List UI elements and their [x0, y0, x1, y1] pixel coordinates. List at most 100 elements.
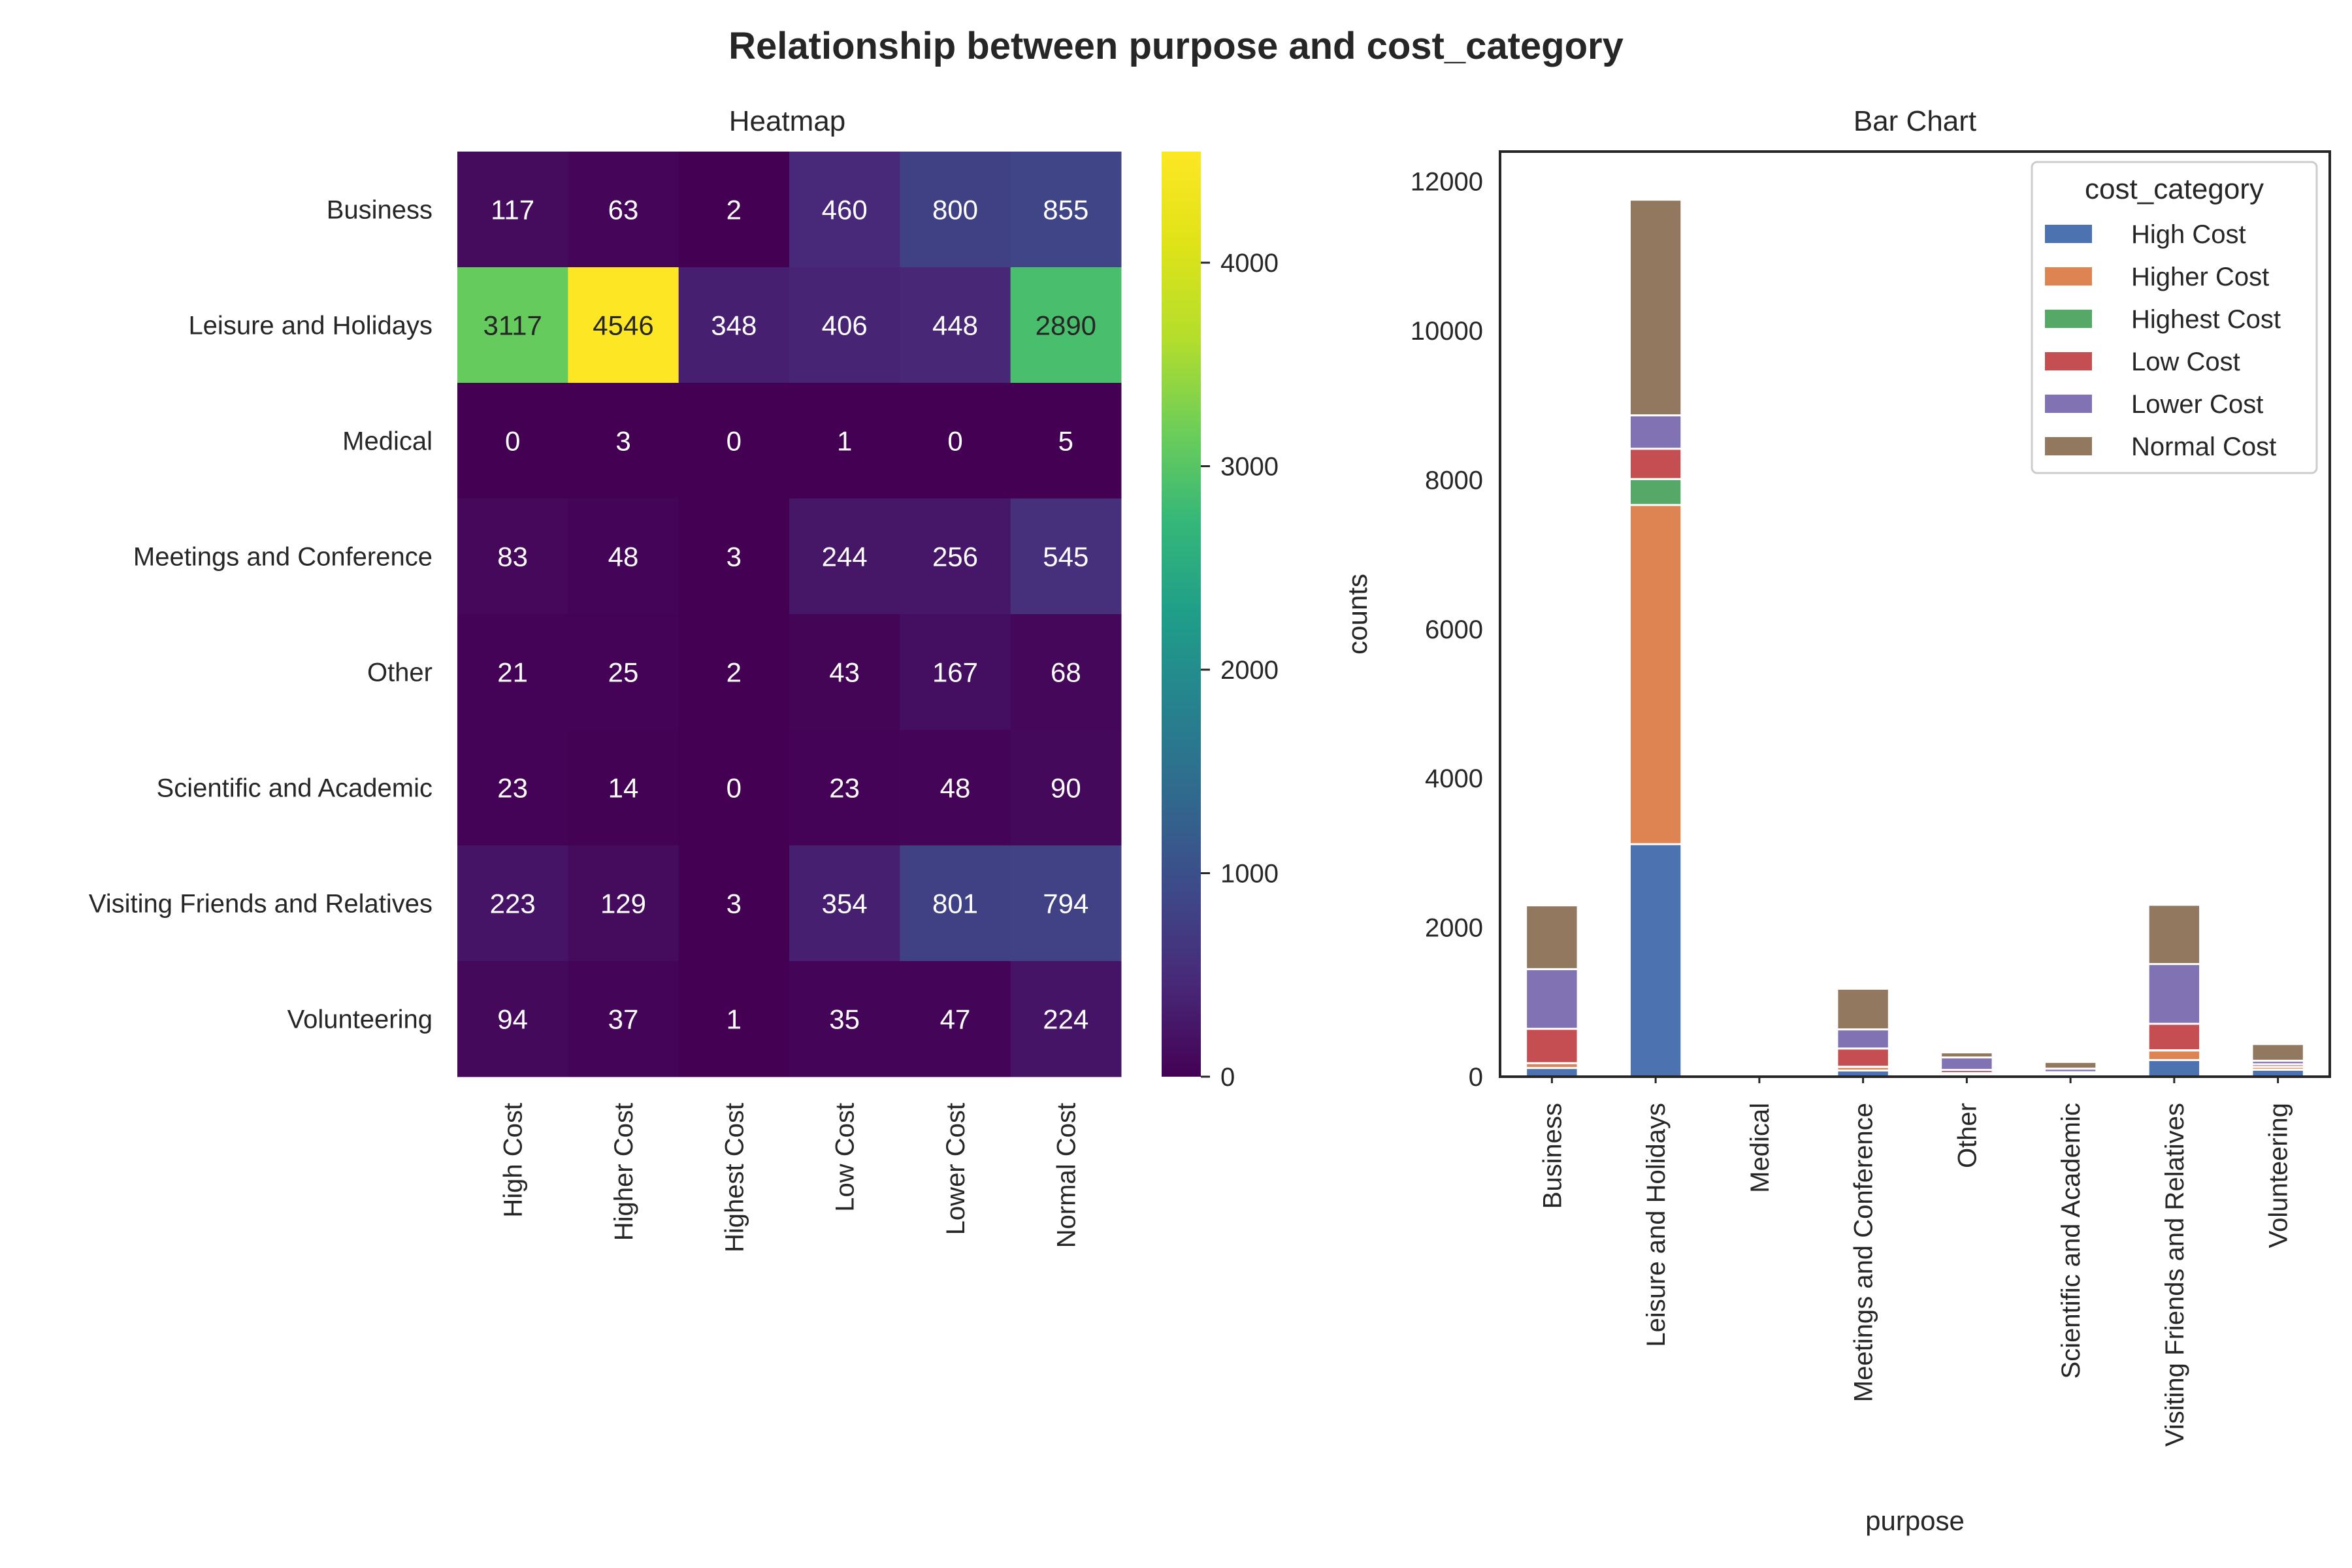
heatmap-cell-value: 129	[600, 889, 646, 919]
heatmap-cell-value: 224	[1043, 1004, 1088, 1035]
heatmap-cell-value: 348	[711, 310, 757, 341]
heatmap-cell	[678, 152, 790, 268]
legend-swatch	[2045, 437, 2092, 455]
legend-swatch	[2045, 352, 2092, 370]
heatmap-cell-value: 43	[829, 657, 860, 688]
bar-segment	[1836, 987, 1890, 1031]
heatmap-cell-value: 244	[822, 542, 868, 572]
heatmap-cell	[900, 383, 1011, 499]
bar-chart-title: Bar Chart	[1854, 105, 1976, 137]
heatmap-cell	[568, 152, 679, 268]
heatmap-cell-value: 0	[727, 426, 742, 457]
legend-swatch	[2045, 267, 2092, 286]
heatmap-cell-value: 48	[940, 773, 971, 804]
heatmap-cell-value: 794	[1043, 889, 1088, 919]
heatmap-cell-value: 14	[608, 773, 639, 804]
heatmap-cell-value: 35	[829, 1004, 860, 1035]
heatmap-cell-value: 94	[497, 1004, 528, 1035]
heatmap-column-label: Highest Cost	[720, 1103, 749, 1252]
bar-chart-x-tick-label: Medical	[1746, 1103, 1774, 1193]
heatmap-column-label: Higher Cost	[610, 1103, 638, 1241]
bar-segment	[1628, 504, 1683, 845]
heatmap-cell-value: 3117	[483, 310, 542, 341]
heatmap-row-label: Other	[367, 659, 433, 687]
heatmap-row-label: Business	[327, 196, 433, 225]
heatmap-row-labels: Business Leisure and Holidays Medical Meeti…	[89, 196, 433, 1034]
heatmap-cell	[789, 730, 900, 846]
legend-label: Highest Cost	[2131, 305, 2281, 334]
heatmap-cell	[678, 845, 790, 962]
bar-chart-x-tick-labels: Business Leisure and Holidays Medical Meeti…	[1538, 1077, 2293, 1446]
heatmap-cell-value: 23	[829, 773, 860, 804]
heatmap-cell-value: 117	[491, 195, 534, 225]
heatmap-cell-value: 545	[1043, 542, 1088, 572]
heatmap-cell	[1010, 383, 1122, 499]
heatmap-row-label: Meetings and Conference	[133, 543, 433, 572]
heatmap-cell	[900, 730, 1011, 846]
heatmap-cell-value: 47	[940, 1004, 971, 1035]
heatmap-column-label: High Cost	[499, 1103, 528, 1218]
bar-segment	[2147, 963, 2202, 1025]
bar-chart-y-tick-label: 0	[1469, 1063, 1483, 1092]
heatmap-row-label: Volunteering	[287, 1005, 433, 1034]
heatmap-cell-value: 1	[727, 1004, 742, 1035]
heatmap-cell-value: 2	[727, 657, 742, 688]
heatmap-column-label: Lower Cost	[941, 1103, 970, 1235]
heatmap-cell	[900, 498, 1011, 615]
heatmap-cell	[789, 614, 900, 730]
bar-chart-x-tick-label: Scientific and Academic	[2057, 1103, 2085, 1379]
heatmap-cell	[568, 267, 679, 384]
heatmap-cell	[457, 961, 568, 1077]
heatmap-cell	[789, 267, 900, 384]
heatmap-cell-value: 2	[727, 195, 742, 225]
heatmap-row-label: Medical	[342, 427, 433, 456]
heatmap-cell-value: 21	[497, 657, 528, 688]
heatmap-cell-value: 25	[608, 657, 639, 688]
bar-chart-y-ticks: 0 2000 4000 6000 8000 10000 12000	[1411, 168, 1483, 1092]
bar-segment	[2147, 904, 2202, 966]
heatmap-cell	[900, 152, 1011, 268]
heatmap-cell-value: 0	[727, 773, 742, 804]
legend-swatch	[2045, 395, 2092, 413]
heatmap-cell	[568, 961, 679, 1077]
bar-chart-y-tick-label: 6000	[1425, 615, 1483, 644]
heatmap-cell	[789, 498, 900, 615]
bar-segment	[1525, 1067, 1579, 1078]
heatmap-cell-value: 801	[932, 889, 978, 919]
figure-title: Relationship between purpose and cost_ca…	[728, 25, 1624, 67]
heatmap-row-label: Leisure and Holidays	[188, 312, 433, 340]
bar-segment	[1525, 904, 1579, 970]
heatmap-cell-value: 23	[497, 773, 528, 804]
heatmap-cell-value: 800	[932, 195, 978, 225]
bar-segment	[1628, 448, 1683, 480]
bar-chart-panel: Bar Chart 0 2000 4000 6000 8000 10000 12000 Bu…	[1342, 105, 2331, 1536]
heatmap-cell	[678, 267, 790, 384]
heatmap-cell	[900, 845, 1011, 962]
heatmap-cell	[789, 961, 900, 1077]
heatmap-cell	[1010, 961, 1122, 1077]
heatmap-cell	[789, 383, 900, 499]
heatmap-cell-value: 0	[505, 426, 520, 457]
heatmap-cell	[900, 614, 1011, 730]
heatmap-column-labels: High Cost Higher Cost Highest Cost Low Cost…	[499, 1103, 1081, 1252]
legend-label: Low Cost	[2131, 348, 2240, 376]
heatmap-cell	[789, 152, 900, 268]
heatmap-cell	[568, 730, 679, 846]
heatmap-cell-value: 37	[608, 1004, 639, 1035]
colorbar-tick-label: 3000	[1220, 453, 1279, 482]
heatmap-cell	[1010, 730, 1122, 846]
heatmap-cell-value: 167	[932, 657, 978, 688]
colorbar-tick-label: 1000	[1220, 860, 1279, 889]
bar-segment	[1836, 1028, 1890, 1050]
heatmap-column-label: Low Cost	[831, 1103, 860, 1212]
bar-chart-x-tick-label: Volunteering	[2264, 1103, 2293, 1248]
heatmap-cell-value: 2890	[1036, 310, 1096, 341]
heatmap-cell-value: 83	[497, 542, 528, 572]
heatmap-cell-value: 223	[490, 889, 536, 919]
heatmap-cell	[900, 961, 1011, 1077]
heatmap-row-label: Visiting Friends and Relatives	[89, 890, 433, 919]
heatmap-cell-value: 406	[822, 310, 868, 341]
heatmap-cell	[457, 383, 568, 499]
bar-chart-x-tick-label: Business	[1538, 1103, 1567, 1209]
